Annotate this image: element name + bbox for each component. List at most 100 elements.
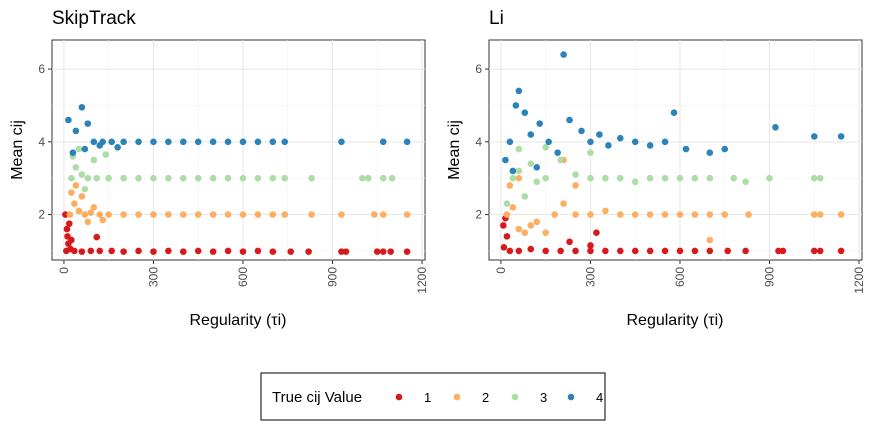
y-axis-title-li: Mean cij [446,120,463,180]
point-series-3 [691,174,699,182]
point-series-2 [120,211,127,218]
panel-title-li: Li [489,8,504,29]
point-series-4 [135,138,142,146]
point-series-3 [587,174,594,182]
x-tick-label: 600 [236,267,250,287]
point-series-2 [533,218,541,226]
point-series-1 [500,222,507,229]
point-series-1 [557,247,564,255]
point-series-2 [810,211,818,218]
point-series-3 [209,174,217,182]
point-series-1 [403,248,411,255]
point-series-2 [515,174,523,182]
point-series-4 [209,138,217,146]
point-series-4 [587,138,594,146]
point-series-1 [503,233,511,240]
point-series-4 [554,149,561,157]
point-series-2 [551,211,558,218]
point-series-3 [81,185,89,193]
point-series-3 [766,174,773,182]
y-tick-label: 4 [475,135,482,149]
point-series-3 [661,174,669,182]
plot-area-li [488,39,863,261]
point-series-2 [194,211,202,218]
point-series-4 [78,103,86,111]
point-series-2 [72,182,80,189]
point-series-1 [254,247,262,255]
x-tick-label: 1200 [852,267,866,294]
point-series-2 [506,182,514,189]
point-series-4 [502,156,509,164]
point-series-2 [691,211,699,218]
point-series-1 [587,242,594,249]
point-series-1 [837,247,845,255]
point-series-1 [342,248,350,255]
y-ticks-skiptrack: 2 4 6 [38,62,52,222]
point-series-3 [165,174,172,182]
point-series-1 [500,243,508,251]
point-series-2 [370,211,378,218]
point-series-1 [816,247,824,255]
point-series-4 [69,149,77,157]
point-series-1 [96,247,104,255]
point-series-4 [379,138,387,146]
point-series-2 [527,222,535,229]
panel-skiptrack: SkipTrack 0 300 600 900 1200 2 4 6 Regularity … [9,8,429,329]
grid-skiptrack [52,40,425,260]
point-series-3 [515,167,523,175]
legend-key-3 [511,393,519,401]
point-series-4 [772,123,779,131]
legend-key-1 [395,393,403,401]
point-series-2 [281,211,289,218]
point-series-2 [646,211,654,218]
point-series-2 [68,189,75,197]
point-series-3 [542,143,549,151]
point-series-4 [515,87,523,95]
point-series-2 [503,211,511,218]
y-tick-label: 2 [475,208,482,222]
point-series-3 [194,174,202,182]
point-series-1 [706,247,714,255]
point-series-1 [63,225,71,233]
point-series-1 [742,247,749,255]
point-series-3 [730,174,737,182]
point-series-1 [108,247,115,255]
point-series-4 [527,131,535,138]
point-series-1 [71,247,78,255]
point-series-4 [269,138,277,146]
point-series-3 [68,174,75,182]
point-series-2 [71,200,78,207]
point-series-1 [724,247,732,255]
point-series-2 [254,211,262,218]
point-series-1 [691,247,699,255]
legend-box [260,372,606,421]
point-series-2 [616,211,624,218]
x-axis-title-text-skiptrack: Regularity (τi) [189,312,286,329]
point-series-3 [631,178,639,186]
x-axis-title-text-li: Regularity (τi) [626,312,723,329]
point-series-4 [721,145,729,153]
point-series-2 [403,211,411,218]
point-series-1 [572,247,579,255]
point-series-4 [114,143,121,151]
point-series-4 [254,138,262,146]
point-series-4 [810,133,818,140]
panel-li: Li 0 300 600 900 1200 2 4 6 Regularity (τi) Me… [446,8,866,329]
point-series-2 [308,211,315,218]
plot-area-skiptrack [51,39,426,261]
point-series-4 [631,138,639,146]
point-series-1 [87,247,95,255]
point-series-2 [587,211,594,218]
point-series-4 [96,142,104,149]
point-series-3 [93,174,101,182]
point-series-3 [179,174,187,182]
point-series-2 [515,225,523,233]
point-series-4 [194,138,202,146]
point-series-1 [542,247,549,255]
point-series-1 [224,247,232,255]
point-series-1 [602,247,609,255]
point-series-2 [521,229,529,237]
point-series-3 [509,174,517,182]
point-series-1 [515,247,523,255]
point-series-1 [150,248,157,255]
